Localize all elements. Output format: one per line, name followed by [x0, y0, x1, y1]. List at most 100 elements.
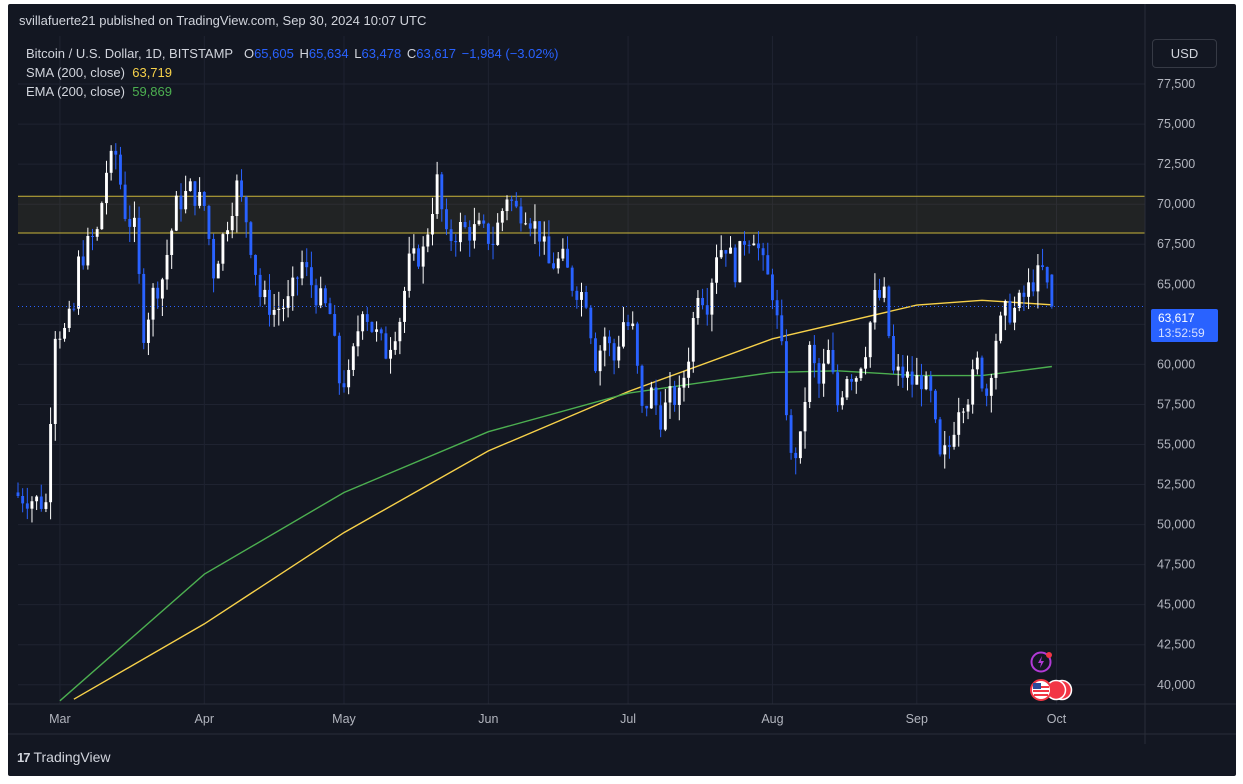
- time-tick-label: Apr: [195, 712, 214, 726]
- candle-body: [757, 243, 760, 249]
- candle-body: [775, 300, 779, 316]
- candlesticks: [16, 143, 1054, 523]
- candle-body: [435, 174, 439, 215]
- candle-body: [906, 371, 909, 378]
- candle-body: [584, 292, 588, 308]
- candle-body: [747, 244, 751, 246]
- change-value: −1,984 (−3.02%): [461, 46, 559, 61]
- candle-body: [272, 309, 276, 315]
- candle-body: [58, 338, 62, 340]
- candle-body: [607, 336, 611, 344]
- candle-body: [1017, 292, 1021, 308]
- candle-body: [729, 247, 732, 254]
- candle-body: [412, 248, 416, 254]
- ema-row[interactable]: EMA (200, close) 59,869: [26, 82, 559, 101]
- candle-body: [258, 274, 262, 298]
- price-tick-label: 42,500: [1157, 638, 1195, 652]
- lightning-event-icon[interactable]: [1030, 650, 1056, 674]
- candle-body: [221, 234, 225, 264]
- candle-body: [794, 452, 798, 459]
- ema-label: EMA (200, close): [26, 84, 125, 99]
- candle-body: [449, 229, 453, 241]
- candle-body: [472, 224, 476, 241]
- price-tick-label: 67,500: [1157, 237, 1195, 251]
- candle-body: [458, 221, 462, 243]
- price-tick-label: 77,500: [1157, 77, 1195, 91]
- candle-body: [882, 286, 886, 298]
- candle-body: [146, 319, 150, 343]
- candle-body: [645, 405, 649, 409]
- candle-body: [570, 267, 574, 291]
- price-tick-label: 57,500: [1157, 397, 1195, 411]
- candle-body: [957, 412, 961, 435]
- brand-name: TradingView: [33, 749, 111, 765]
- price-chart[interactable]: 40,000 42,500 45,000 47,500 50,000 52,500 55,0…: [8, 4, 1236, 744]
- candle-body: [137, 217, 141, 274]
- candle-body: [589, 307, 593, 339]
- candle-body: [235, 180, 239, 216]
- candle-body: [389, 349, 393, 359]
- sma-line: [73, 299, 1052, 700]
- candle-body: [226, 230, 230, 235]
- candle-body: [738, 241, 742, 283]
- candle-body: [314, 285, 318, 306]
- candle-body: [929, 376, 933, 391]
- candle-body: [561, 248, 565, 259]
- sma-row[interactable]: SMA (200, close) 63,719: [26, 63, 559, 82]
- candle-body: [1050, 274, 1054, 307]
- candle-body: [975, 357, 979, 370]
- candle-body: [514, 200, 518, 207]
- candle-body: [445, 209, 448, 230]
- candle-body: [216, 263, 220, 279]
- candle-body: [896, 366, 900, 371]
- candle-body: [994, 340, 998, 378]
- candle-body: [947, 445, 951, 447]
- candle-body: [431, 214, 434, 235]
- symbol-title: Bitcoin / U.S. Dollar, 1D, BITSTAMP: [26, 46, 234, 61]
- candle-body: [635, 323, 639, 366]
- candle-body: [682, 377, 686, 388]
- candle-body: [687, 361, 691, 378]
- time-tick-label: Sep: [906, 712, 928, 726]
- candle-body: [552, 263, 556, 269]
- candle-body: [160, 279, 164, 299]
- zone-fill: [18, 196, 1145, 234]
- candle-body: [864, 357, 868, 369]
- candle-body: [826, 349, 830, 364]
- candle-body: [468, 227, 472, 241]
- currency-button[interactable]: USD: [1152, 39, 1217, 68]
- candle-body: [91, 236, 94, 238]
- candle-body: [519, 206, 523, 224]
- candle-body: [915, 375, 919, 385]
- candle-body: [72, 308, 76, 310]
- candle-body: [766, 255, 770, 275]
- candle-body: [854, 378, 858, 382]
- chart-grid: [18, 36, 1145, 704]
- candle-body: [482, 220, 486, 224]
- candle-body: [295, 277, 299, 279]
- chart-frame: [8, 4, 1236, 776]
- candle-body: [500, 211, 504, 223]
- candle-body: [808, 344, 812, 402]
- candle-body: [1027, 282, 1031, 297]
- price-tick-label: 60,000: [1157, 357, 1195, 371]
- candle-body: [705, 305, 709, 315]
- chart-legend: Bitcoin / U.S. Dollar, 1D, BITSTAMP O65,…: [26, 44, 559, 101]
- candle-body: [547, 236, 551, 264]
- candle-body: [938, 419, 942, 455]
- candle-body: [230, 215, 234, 231]
- candle-body: [356, 331, 360, 347]
- candle-body: [649, 387, 653, 409]
- candle-body: [365, 314, 369, 322]
- open-value: 65,605: [254, 46, 294, 61]
- candle-body: [286, 296, 290, 308]
- candle-body: [496, 222, 500, 245]
- candle-body: [663, 402, 667, 430]
- candle-body: [21, 495, 25, 504]
- candle-body: [463, 221, 467, 228]
- last-price-value: 63,617: [1158, 311, 1195, 325]
- candle-body: [812, 344, 816, 364]
- candle-body: [598, 350, 602, 372]
- us-flag-economic-events-icon[interactable]: [1029, 679, 1075, 701]
- candle-body: [347, 369, 351, 388]
